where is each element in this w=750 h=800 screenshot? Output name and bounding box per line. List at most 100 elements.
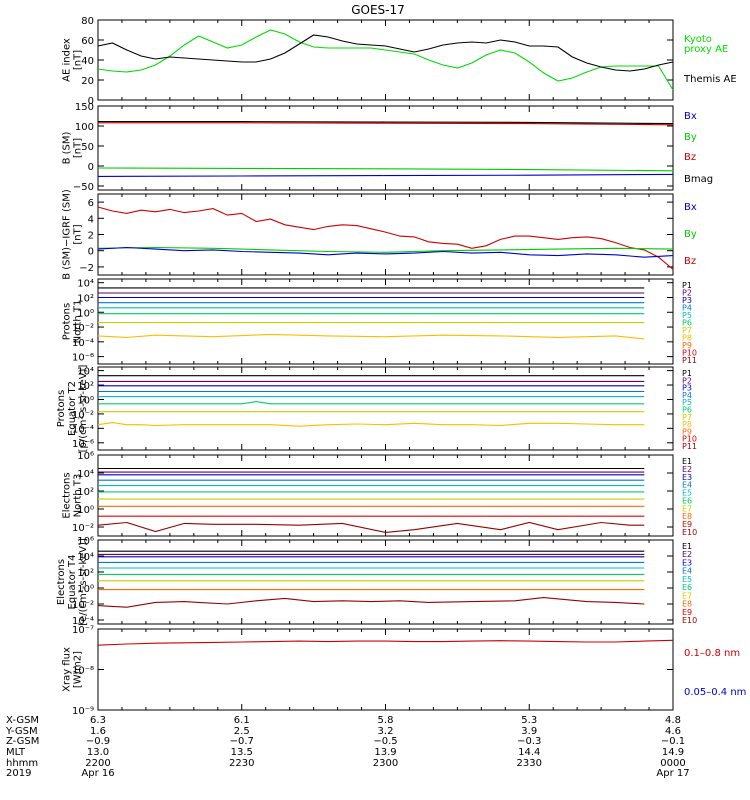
series-line-bx — [97, 173, 674, 177]
legend-entry: E9 — [682, 608, 692, 617]
axis-value: 4.6 — [665, 726, 681, 737]
legend-entry: E4 — [682, 481, 692, 490]
y-tick-label: 10⁻⁹ — [72, 706, 94, 717]
axis-value: 5.8 — [378, 715, 394, 726]
legend-entry: proxy AE — [684, 44, 728, 55]
legend-entry: Bx — [684, 111, 697, 122]
y-tick-label: 60 — [81, 36, 94, 47]
series-line-bz — [98, 122, 674, 126]
legend-entry: E2 — [682, 465, 692, 474]
legend-entry: E6 — [682, 583, 692, 592]
y-tick-label: 10² — [77, 381, 94, 392]
legend-entry: P8 — [682, 420, 692, 429]
axis-value: Apr 17 — [656, 768, 689, 779]
legend-entry: 0.05–0.4 nm — [684, 687, 746, 698]
legend-entry: E10 — [682, 528, 697, 537]
y-tick-label: 10² — [77, 293, 94, 304]
row-label: X-GSM — [6, 715, 39, 726]
y-axis-label: ElectronsEquator T4[e/(cm²-s-sr-keV)] — [56, 538, 89, 626]
legend-entry: P6 — [682, 406, 692, 415]
legend-entry: P2 — [682, 376, 692, 385]
series-line-bz — [97, 206, 674, 270]
legend-entry: P4 — [682, 391, 692, 400]
legend-entry: E9 — [682, 520, 692, 529]
y-axis-label: B (SM)[nT] — [62, 131, 84, 164]
legend-entry: Bz — [684, 152, 696, 163]
legend-entry: E1 — [682, 542, 692, 551]
axis-value: −0.1 — [661, 736, 685, 747]
y-tick-label: 100 — [75, 122, 94, 133]
series-line-by — [97, 246, 674, 253]
y-axis-label: ElectronsNorth T3 — [62, 472, 84, 518]
axis-value: 14.4 — [518, 747, 540, 758]
legend-entry: P1 — [682, 369, 692, 378]
y-tick-label: 2 — [88, 231, 94, 242]
legend-entry: Bmag — [684, 174, 713, 185]
legend-entry: P11 — [682, 442, 697, 451]
y-tick-label: 10⁰ — [77, 308, 94, 319]
axis-value: −0.9 — [86, 736, 110, 747]
y-tick-label: 10⁻² — [72, 323, 94, 334]
legend-entry: P3 — [682, 384, 692, 393]
legend-entry: Kyoto — [684, 34, 712, 45]
axis-value: −0.3 — [517, 736, 541, 747]
legend-entry: P5 — [682, 311, 692, 320]
axis-value: 2300 — [373, 758, 398, 769]
series-line-e9 — [97, 597, 645, 608]
axis-value: 2.5 — [234, 726, 250, 737]
panel-frame — [97, 19, 674, 101]
legend-entry: E5 — [682, 489, 692, 498]
legend-entry: By — [684, 229, 697, 240]
series-line-p6 — [98, 401, 645, 405]
y-tick-label: 6 — [88, 198, 94, 209]
axis-value: 14.9 — [662, 747, 684, 758]
y-tick-label: 0 — [88, 247, 94, 258]
plot-title: GOES-17 — [351, 3, 405, 17]
series-line-by — [97, 167, 674, 172]
y-tick-label: 0 — [88, 96, 94, 107]
y-tick-label: −50 — [73, 182, 94, 193]
axis-value: 6.3 — [90, 715, 106, 726]
y-axis-label: ProtonsEquator T2[p/(cm²-s-sr-keV)] — [56, 365, 89, 453]
legend-entry: P5 — [682, 398, 692, 407]
legend-entry: P10 — [682, 435, 697, 444]
legend-entry: E7 — [682, 591, 692, 600]
y-tick-label: 10⁰ — [77, 395, 94, 406]
row-label: MLT — [6, 747, 26, 758]
series-line-e10 — [97, 521, 645, 533]
axis-value: 2200 — [85, 758, 110, 769]
panel-2: −50 0 50 100 150 B (SM)[nT] Bx By Bz Bmag — [62, 102, 714, 193]
y-tick-label: 10⁰ — [77, 584, 94, 595]
axis-value: 3.2 — [378, 726, 394, 737]
series-line-kyoto-proxy-ae — [97, 29, 674, 91]
y-tick-label: 10⁻⁶ — [72, 439, 94, 450]
legend-entry: E1 — [682, 457, 692, 466]
y-tick-label: 150 — [75, 102, 94, 113]
legend-entry: P3 — [682, 296, 692, 305]
legend-entry: 0.1–0.8 nm — [684, 648, 740, 659]
y-tick-label: 10⁻⁴ — [72, 616, 94, 627]
legend-entry: P9 — [682, 427, 692, 436]
legend-entry: P7 — [682, 326, 692, 335]
legend-entry: Bz — [684, 256, 696, 267]
y-tick-label: 10⁻² — [72, 600, 94, 611]
y-tick-label: 10⁴ — [77, 469, 94, 480]
y-tick-label: 0 — [88, 162, 94, 173]
panel-frame — [97, 193, 674, 276]
legend-entry: E8 — [682, 600, 692, 609]
y-axis-label: ProtonsNorth T1 — [62, 300, 84, 344]
axis-value: Apr 16 — [81, 768, 114, 779]
axis-value: 1.6 — [90, 726, 106, 737]
legend-entry: P2 — [682, 289, 692, 298]
legend-entry: E3 — [682, 558, 692, 567]
legend-entry: E5 — [682, 575, 692, 584]
y-tick-label: 80 — [81, 16, 94, 27]
legend-entry: By — [684, 132, 697, 143]
axis-value: 2230 — [229, 758, 254, 769]
axis-value: 13.5 — [231, 747, 253, 758]
axis-value: 13.0 — [87, 747, 109, 758]
